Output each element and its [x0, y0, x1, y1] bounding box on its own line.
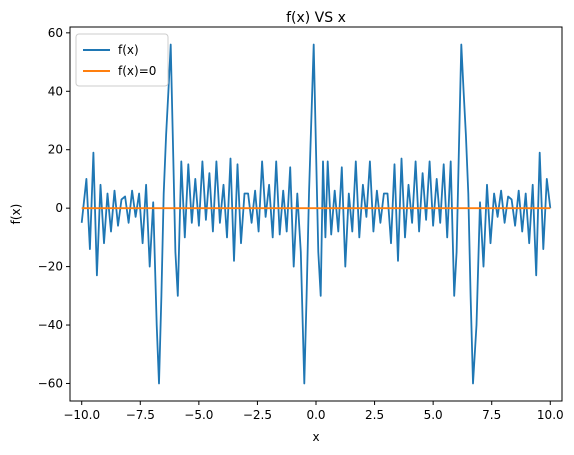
x-axis: −10.0 −7.5 −5.0 −2.5 0.0 2.5 5.0 7.5 10.0 — [63, 401, 564, 422]
x-tick-label: −7.5 — [126, 408, 155, 422]
series-line-f-x — [80, 43, 552, 385]
x-tick-label: −10.0 — [63, 408, 100, 422]
x-tick-label: −5.0 — [184, 408, 213, 422]
legend-label-f-x: f(x) — [118, 43, 139, 57]
legend-box — [75, 33, 169, 87]
y-tick-label: −40 — [38, 318, 63, 332]
x-tick-label: 10.0 — [537, 408, 564, 422]
y-tick-label: 0 — [55, 201, 63, 215]
x-tick-label: 5.0 — [424, 408, 443, 422]
y-axis-label: f(x) — [9, 204, 23, 225]
y-axis: −60 −40 −20 0 20 40 60 — [38, 26, 70, 390]
x-tick-label: −2.5 — [243, 408, 272, 422]
x-tick-label: 0.0 — [306, 408, 325, 422]
y-tick-label: −20 — [38, 260, 63, 274]
y-tick-label: 40 — [48, 84, 63, 98]
legend: f(x) f(x)=0 — [75, 33, 169, 87]
chart-title: f(x) VS x — [286, 10, 346, 26]
x-tick-label: 7.5 — [482, 408, 501, 422]
x-tick-label: 2.5 — [365, 408, 384, 422]
x-axis-label: x — [312, 430, 319, 444]
y-tick-label: 60 — [48, 26, 63, 40]
y-tick-label: 20 — [48, 143, 63, 157]
y-tick-label: −60 — [38, 376, 63, 390]
legend-label-f-x-0: f(x)=0 — [118, 64, 156, 78]
series-group — [80, 43, 552, 385]
